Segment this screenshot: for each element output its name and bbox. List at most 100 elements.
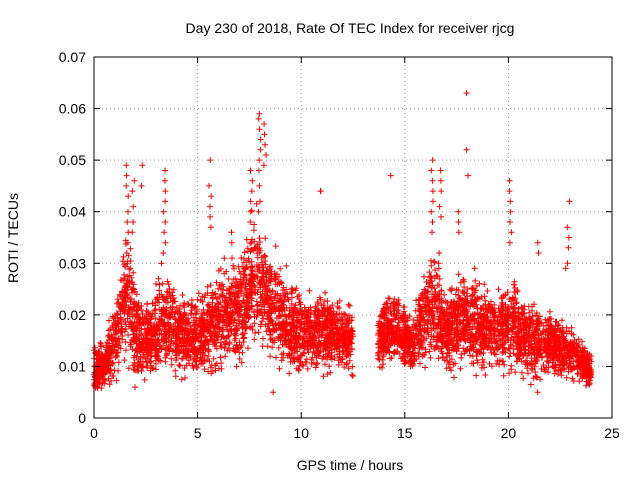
data-point — [105, 359, 111, 366]
data-point — [251, 320, 258, 327]
data-point — [215, 285, 222, 292]
data-point — [301, 350, 307, 357]
data-point — [266, 287, 273, 294]
data-point — [164, 278, 171, 285]
data-point — [128, 296, 135, 303]
data-point — [334, 303, 341, 310]
data-point — [255, 263, 262, 270]
data-point — [293, 309, 300, 316]
data-point — [251, 238, 258, 245]
data-point — [321, 298, 328, 305]
data-point — [166, 285, 173, 292]
data-point — [312, 364, 319, 371]
data-point — [336, 297, 343, 304]
data-point — [179, 331, 186, 338]
data-point — [238, 359, 245, 366]
data-point — [204, 339, 211, 346]
data-point — [313, 361, 320, 368]
data-point — [154, 336, 161, 343]
data-point — [218, 365, 225, 372]
data-point — [210, 323, 217, 330]
data-point — [231, 265, 237, 272]
data-point — [130, 362, 137, 369]
data-point — [274, 271, 280, 278]
data-point — [123, 347, 129, 354]
data-point — [220, 314, 227, 320]
data-point — [172, 373, 179, 380]
data-point — [181, 365, 188, 372]
data-point — [321, 361, 328, 368]
data-point — [327, 369, 334, 376]
data-point — [251, 221, 258, 228]
data-point — [95, 349, 102, 355]
data-point — [307, 345, 314, 352]
data-point — [232, 335, 239, 342]
data-point — [193, 310, 200, 317]
data-point — [262, 253, 269, 260]
data-point — [328, 353, 335, 360]
data-point — [339, 314, 346, 321]
data-point — [248, 239, 255, 246]
data-point — [179, 292, 186, 298]
data-point — [251, 336, 258, 343]
data-point — [184, 300, 191, 307]
data-point — [254, 289, 261, 296]
data-point — [219, 293, 225, 300]
data-point — [262, 321, 269, 328]
data-point — [240, 335, 247, 342]
data-point — [239, 263, 246, 270]
data-point — [138, 325, 145, 332]
data-point — [203, 337, 210, 344]
data-point — [248, 207, 255, 214]
data-point — [106, 317, 112, 324]
data-point — [176, 362, 183, 369]
data-point — [236, 349, 243, 356]
data-point — [247, 324, 254, 331]
data-point — [188, 326, 194, 333]
data-point — [159, 280, 166, 287]
data-point — [113, 377, 120, 384]
data-point — [122, 263, 129, 270]
data-point — [96, 348, 103, 355]
data-point — [213, 279, 220, 286]
data-point — [153, 281, 160, 287]
data-point — [136, 316, 143, 323]
data-point — [223, 287, 230, 294]
data-point — [259, 343, 266, 350]
chart-title: Day 230 of 2018, Rate Of TEC Index for r… — [186, 20, 515, 36]
data-point — [326, 363, 333, 370]
data-point — [233, 363, 240, 370]
data-point — [143, 315, 149, 322]
data-point — [114, 349, 121, 356]
data-point — [262, 235, 269, 242]
data-point — [283, 262, 290, 269]
data-point — [162, 358, 169, 365]
data-point — [110, 373, 117, 379]
data-point — [285, 296, 292, 303]
data-point — [115, 359, 122, 366]
data-point — [97, 339, 104, 346]
data-point — [120, 253, 127, 260]
data-point — [190, 365, 197, 371]
data-point — [288, 300, 295, 307]
data-point — [205, 301, 212, 308]
data-point — [229, 280, 236, 287]
data-point — [98, 343, 105, 350]
data-point — [132, 384, 138, 391]
data-point — [344, 315, 351, 322]
data-point — [304, 365, 311, 372]
data-point — [207, 336, 213, 343]
data-point — [261, 310, 268, 317]
data-point — [243, 236, 250, 243]
data-point — [156, 281, 163, 288]
data-point — [334, 351, 341, 358]
data-point — [122, 275, 128, 282]
data-point — [147, 367, 154, 374]
data-point — [255, 329, 262, 336]
data-point — [133, 308, 140, 315]
data-point — [323, 351, 330, 358]
data-point — [122, 339, 129, 345]
data-point — [200, 306, 207, 313]
data-point — [293, 314, 300, 321]
